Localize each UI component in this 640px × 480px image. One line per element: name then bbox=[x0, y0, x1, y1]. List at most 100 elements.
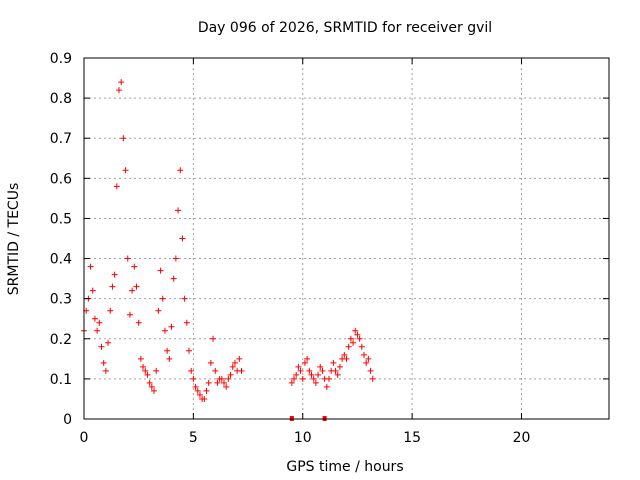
data-point bbox=[172, 255, 179, 262]
data-point bbox=[96, 319, 103, 326]
data-point bbox=[89, 287, 96, 294]
y-tick-label: 0.7 bbox=[50, 131, 72, 147]
data-point bbox=[133, 283, 140, 290]
y-axis-label: SRMTID / TECUs bbox=[6, 183, 22, 296]
data-point bbox=[323, 383, 330, 390]
data-point bbox=[161, 327, 168, 334]
data-point bbox=[194, 387, 201, 394]
y-tick-label: 0.4 bbox=[50, 252, 72, 268]
data-point bbox=[227, 371, 234, 378]
data-point bbox=[336, 363, 343, 370]
data-point bbox=[120, 135, 127, 142]
data-point bbox=[151, 387, 157, 394]
data-point bbox=[122, 167, 129, 174]
data-point bbox=[345, 343, 352, 350]
x-axis-label: GPS time / hours bbox=[286, 459, 403, 475]
data-point bbox=[186, 347, 192, 354]
data-point bbox=[183, 319, 190, 326]
data-point bbox=[310, 375, 317, 382]
grid bbox=[84, 58, 609, 419]
data-point bbox=[297, 367, 304, 374]
x-tick-label: 5 bbox=[189, 430, 198, 446]
data-point bbox=[361, 351, 367, 358]
tick-labels: 0 0.1 0.2 0.3 0.4 0.5 0.6 0.7 0.8 0.9 0 5 10 15 20 bbox=[50, 51, 531, 446]
data-point bbox=[299, 375, 306, 382]
plot-frame bbox=[83, 57, 610, 420]
data-point bbox=[231, 359, 238, 366]
y-tick-label: 0.5 bbox=[50, 211, 72, 227]
x-tick-label: 0 bbox=[80, 430, 89, 446]
data-point bbox=[304, 355, 311, 362]
data-point bbox=[179, 235, 186, 242]
data-point bbox=[124, 255, 131, 262]
data-point bbox=[157, 267, 164, 274]
data-point bbox=[111, 271, 118, 278]
y-tick-label: 0.3 bbox=[50, 292, 72, 308]
data-point bbox=[315, 371, 322, 378]
data-point bbox=[341, 351, 348, 358]
data-point bbox=[207, 359, 214, 366]
data-point bbox=[363, 359, 370, 366]
data-point bbox=[140, 363, 147, 370]
data-point bbox=[146, 379, 153, 386]
data-point bbox=[223, 383, 230, 390]
data-point bbox=[306, 367, 313, 374]
data-point bbox=[212, 367, 219, 374]
data-point bbox=[236, 355, 243, 362]
data-point bbox=[181, 295, 188, 302]
data-point bbox=[98, 343, 105, 350]
data-point bbox=[367, 367, 374, 374]
data-point bbox=[116, 87, 122, 94]
data-point bbox=[214, 379, 221, 386]
data-point bbox=[350, 339, 357, 346]
data-point bbox=[148, 383, 155, 390]
data-point bbox=[312, 379, 319, 386]
data-point bbox=[288, 379, 295, 386]
data-point bbox=[291, 375, 297, 382]
data-point bbox=[334, 371, 341, 378]
data-point bbox=[190, 375, 197, 382]
y-tick-label: 0 bbox=[63, 412, 72, 428]
data-point bbox=[201, 395, 208, 402]
data-point bbox=[295, 363, 302, 370]
x-tick-label: 15 bbox=[403, 430, 421, 446]
data-point bbox=[332, 367, 339, 374]
data-point bbox=[308, 371, 315, 378]
axis-ticks bbox=[83, 57, 609, 420]
data-point bbox=[107, 307, 114, 314]
data-point bbox=[126, 311, 133, 318]
data-point bbox=[118, 79, 125, 86]
data-point bbox=[203, 387, 210, 394]
data-point bbox=[166, 355, 173, 362]
data-point bbox=[229, 363, 236, 370]
data-point bbox=[175, 207, 182, 214]
data-point bbox=[164, 347, 171, 354]
chart-title: Day 096 of 2026, SRMTID for receiver gvi… bbox=[198, 20, 492, 36]
data-point bbox=[352, 327, 359, 334]
data-point bbox=[238, 367, 245, 374]
data-point bbox=[221, 379, 227, 386]
data-point bbox=[192, 383, 199, 390]
data-point bbox=[319, 367, 326, 374]
y-tick-label: 0.2 bbox=[50, 332, 72, 348]
data-point bbox=[170, 275, 177, 282]
data-point bbox=[137, 355, 144, 362]
data-point bbox=[354, 331, 361, 338]
data-point bbox=[155, 307, 162, 314]
data-point bbox=[91, 315, 98, 322]
data-point bbox=[109, 283, 116, 290]
data-point bbox=[129, 287, 136, 294]
data-point bbox=[326, 375, 332, 382]
data-point bbox=[317, 363, 324, 370]
data-point bbox=[94, 327, 101, 334]
y-tick-label: 0.6 bbox=[50, 171, 72, 187]
data-point bbox=[113, 183, 120, 190]
data-point bbox=[168, 323, 175, 330]
data-point bbox=[347, 335, 354, 342]
data-point bbox=[205, 379, 212, 386]
data-points bbox=[81, 79, 376, 421]
data-point bbox=[177, 167, 184, 174]
data-point bbox=[131, 263, 138, 270]
data-point bbox=[210, 335, 217, 342]
